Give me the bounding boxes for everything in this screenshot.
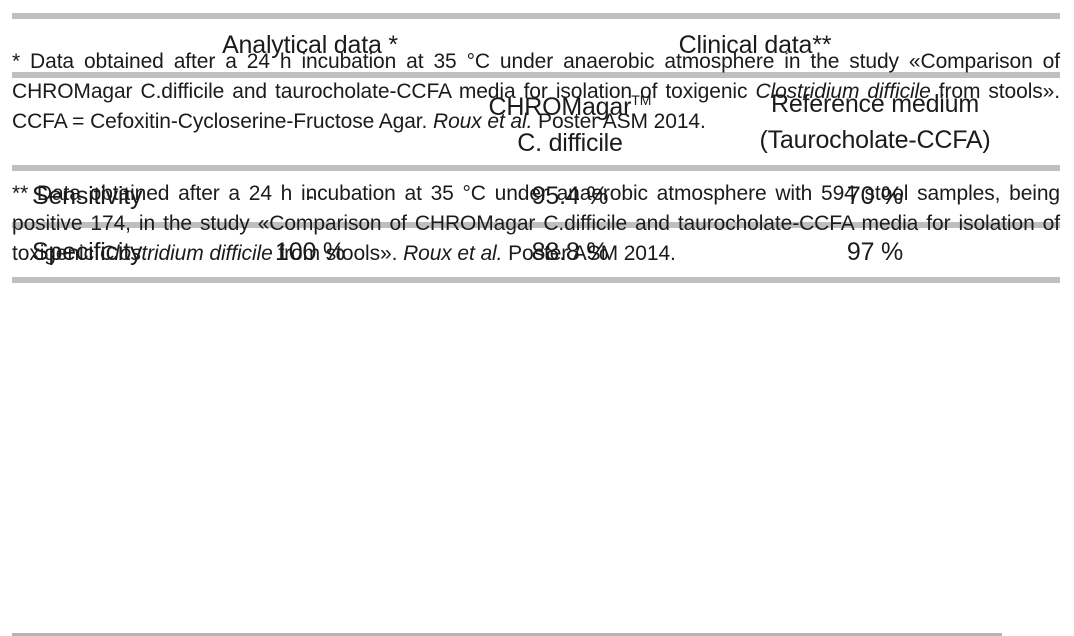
column-header-reference-line2: (Taurocholate-CCFA) [759, 125, 991, 154]
table-rule-top [12, 13, 1060, 19]
table-row-sensitivity: Sensitivity - 95.4 % 70 % [12, 171, 1060, 222]
table-rule-bottom [12, 277, 1060, 283]
table-row-specificity: Specificity 100 % 88.8 % 97 % [12, 228, 1060, 277]
column-header-chromagar: CHROMagarTM C. difficile [450, 82, 690, 161]
column-header-chromagar-line1: CHROMagarTM [450, 82, 690, 125]
specificity-analytical-value: 100 % [275, 238, 345, 266]
trademark-superscript: TM [631, 92, 652, 108]
footnote1-citation-italic: Roux et al. [433, 110, 533, 133]
column-header-chromagar-line2: C. difficile [517, 129, 623, 157]
column-header-reference: Reference medium (Taurocholate-CCFA) [690, 86, 1060, 158]
footnote2-text: ** Data obtained after a 24 h incubation… [12, 182, 1060, 265]
chromagar-brand-text: CHROMagar [488, 93, 632, 121]
group-header-analytical: Analytical data * [222, 31, 398, 59]
footnote2-text-3: Poster ASM 2014. [502, 242, 676, 265]
footnote-analytical: * Data obtained after a 24 h incubation … [12, 47, 1060, 137]
group-header-clinical: Clinical data** [678, 31, 832, 59]
footnote1-text-3: Poster ASM 2014. [532, 110, 706, 133]
table-column-header-row: CHROMagarTM C. difficile Reference mediu… [12, 78, 1060, 165]
specificity-chromagar-value: 88.8 % [531, 238, 609, 266]
results-table: Analytical data * Clinical data** CHROMa… [12, 13, 1060, 283]
row-label-sensitivity: Sensitivity [32, 182, 143, 210]
cutoff-rule [12, 633, 1002, 636]
footnote-clinical: ** Data obtained after a 24 h incubation… [12, 179, 1060, 269]
sensitivity-analytical-value: - [305, 182, 315, 210]
footnote2-text-2: from stools». [272, 242, 404, 265]
row-label-specificity: Specificity [32, 238, 143, 266]
table-group-header-row: Analytical data * Clinical data** [12, 19, 1060, 72]
table-rule-2 [12, 72, 1060, 78]
table-rule-4 [12, 222, 1060, 228]
footnote1-text-2: from stools». CCFA = Cefoxitin-Cycloseri… [12, 80, 1060, 133]
footnote1-text: * Data obtained after a 24 h incubation … [12, 50, 1060, 103]
footnote2-species-italic: Clostridium difficile [99, 242, 273, 265]
sensitivity-chromagar-value: 95.4 % [531, 182, 609, 210]
footnote2-citation-italic: Roux et al. [403, 242, 503, 265]
column-header-reference-line1: Reference medium [770, 89, 979, 118]
specificity-reference-value: 97 % [846, 238, 904, 266]
footnote1-species-italic: Clostridium difficile [755, 80, 931, 103]
table-rule-3 [12, 165, 1060, 171]
sensitivity-reference-value: 70 % [846, 182, 904, 210]
